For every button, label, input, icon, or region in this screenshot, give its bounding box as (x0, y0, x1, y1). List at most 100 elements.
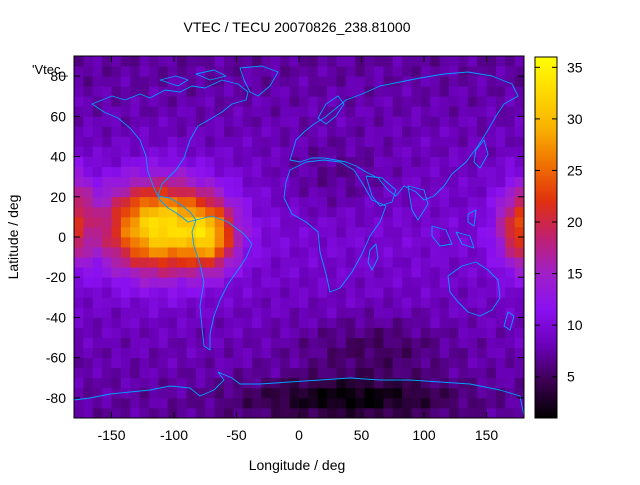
heatmap-cell (111, 307, 122, 318)
heatmap-cell (327, 166, 337, 178)
heatmap-cell (242, 186, 253, 198)
heatmap-cell (383, 196, 394, 208)
heatmap-cell (486, 66, 497, 77)
heatmap-cell (402, 277, 412, 288)
heatmap-cell (102, 347, 112, 359)
heatmap-cell (177, 176, 187, 188)
heatmap-cell (111, 247, 122, 258)
heatmap-cell (383, 367, 394, 379)
heatmap-cell (177, 136, 187, 147)
heatmap-cell (355, 357, 366, 369)
heatmap-cell (111, 257, 122, 268)
heatmap-cell (477, 156, 487, 168)
heatmap-cell (158, 237, 169, 248)
heatmap-cell (74, 297, 84, 308)
heatmap-cell (514, 387, 525, 399)
heatmap-cell (242, 287, 253, 298)
heatmap-cell (74, 407, 84, 419)
heatmap-cell (402, 76, 412, 87)
heatmap-cell (383, 337, 394, 349)
heatmap-cell (177, 216, 187, 228)
heatmap-cell (205, 186, 216, 198)
heatmap-cell (149, 387, 159, 399)
heatmap-cell (486, 327, 497, 338)
heatmap-cell (477, 136, 487, 147)
heatmap-cell (224, 347, 234, 359)
heatmap-cell (177, 407, 187, 419)
colorbar-tick-label: 5 (567, 369, 575, 385)
heatmap-cell (92, 116, 103, 127)
heatmap-cell (177, 377, 187, 389)
heatmap-cell (411, 407, 422, 419)
heatmap-cell (120, 76, 131, 87)
x-tick-label: -100 (160, 427, 188, 443)
heatmap-cell (374, 377, 384, 389)
heatmap-cell (102, 196, 112, 208)
heatmap-cell (392, 146, 403, 157)
heatmap-cell (392, 176, 403, 188)
heatmap-cell (336, 86, 347, 97)
heatmap-cell (364, 226, 375, 238)
heatmap-cell (167, 126, 178, 137)
heatmap-cell (430, 226, 441, 238)
heatmap-cell (83, 347, 94, 359)
heatmap-cell (420, 226, 431, 238)
heatmap-cell (74, 96, 84, 107)
heatmap-cell (111, 136, 122, 147)
heatmap-cell (167, 337, 178, 349)
heatmap-cell (195, 367, 206, 379)
heatmap-cell (336, 206, 347, 218)
heatmap-cell (233, 136, 244, 147)
heatmap-cell (261, 367, 272, 379)
colorbar-tick-label: 30 (567, 111, 583, 127)
heatmap-cell (345, 317, 356, 328)
heatmap-cell (120, 206, 131, 218)
heatmap-cell (270, 397, 281, 409)
heatmap-cell (177, 146, 187, 157)
heatmap-cell (158, 267, 169, 278)
heatmap-cell (420, 317, 431, 328)
heatmap-cell (167, 116, 178, 127)
heatmap-cell (402, 307, 412, 318)
heatmap-cell (149, 166, 159, 178)
heatmap-cell (336, 156, 347, 168)
heatmap-cell (130, 397, 141, 409)
heatmap-cell (139, 407, 150, 419)
heatmap-cell (205, 407, 216, 419)
heatmap-cell (195, 216, 206, 228)
heatmap-cell (355, 216, 366, 228)
heatmap-cell (299, 176, 309, 188)
heatmap-cell (177, 287, 187, 298)
heatmap-cell (514, 287, 525, 298)
heatmap-cell (402, 247, 412, 258)
heatmap-cell (477, 106, 487, 117)
heatmap-cell (167, 176, 178, 188)
heatmap-cell (317, 186, 328, 198)
heatmap-cell (186, 237, 197, 248)
heatmap-cell (430, 237, 441, 248)
heatmap-cell (270, 146, 281, 157)
heatmap-cell (495, 106, 506, 117)
heatmap-cell (374, 166, 384, 178)
heatmap-cell (308, 116, 319, 127)
heatmap-cell (430, 317, 441, 328)
heatmap-cell (149, 257, 159, 268)
heatmap-cell (514, 196, 525, 208)
heatmap-cell (402, 96, 412, 107)
heatmap-cell (505, 397, 516, 409)
heatmap-cell (130, 226, 141, 238)
heatmap-cell (495, 186, 506, 198)
heatmap-cell (477, 146, 487, 157)
heatmap-cell (317, 377, 328, 389)
heatmap-cell (233, 156, 244, 168)
heatmap-cell (374, 156, 384, 168)
heatmap-cell (120, 337, 131, 349)
heatmap-cell (392, 327, 403, 338)
heatmap-cell (214, 377, 225, 389)
heatmap-cell (439, 66, 450, 77)
heatmap-cell (486, 337, 497, 349)
heatmap-cell (252, 166, 262, 178)
heatmap-cell (345, 156, 356, 168)
heatmap-cell (261, 297, 272, 308)
